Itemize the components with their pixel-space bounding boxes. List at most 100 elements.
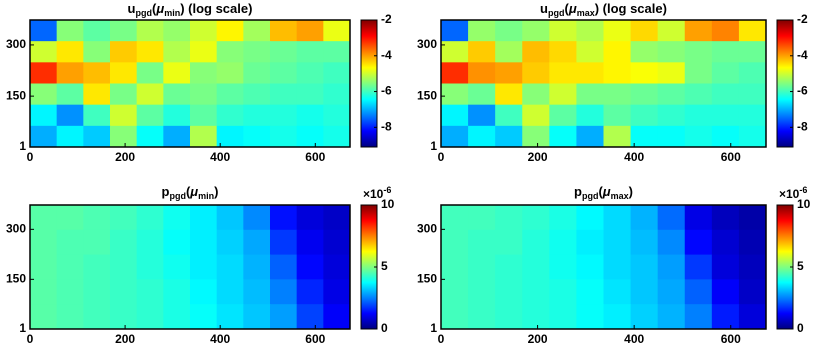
title-part: ) (log scale) [180, 1, 252, 16]
heat-cell [738, 41, 767, 63]
heat-cell [441, 304, 469, 330]
heat-cell [711, 279, 740, 305]
title-part: pgd [169, 191, 186, 201]
title-part: max [577, 8, 595, 18]
heat-cell [190, 229, 218, 256]
heat-cell [216, 205, 244, 231]
heat-cell [495, 125, 523, 148]
heat-cell [549, 229, 577, 256]
heat-cell [738, 125, 767, 148]
heat-cell [83, 104, 111, 127]
heat-cell [738, 304, 767, 330]
heat-cell [323, 304, 351, 330]
axes-frame [440, 204, 767, 330]
heat-cell [323, 254, 351, 280]
heat-cell [738, 83, 767, 106]
heat-cell [522, 125, 550, 148]
heat-cell [657, 20, 686, 42]
heat-cell [83, 279, 111, 305]
heat-cell [576, 304, 604, 330]
heat-cell [522, 83, 550, 106]
heat-cell [270, 41, 298, 63]
heat-cell [110, 104, 138, 127]
heat-cell [441, 125, 469, 148]
heat-cell [495, 83, 523, 106]
heat-cell [495, 279, 523, 305]
colorbar-tick-label: -6 [381, 84, 392, 98]
heat-cell [684, 304, 713, 330]
heat-cell [216, 20, 244, 42]
heat-cell [441, 62, 469, 84]
y-tick-label: 300 [6, 37, 26, 51]
heat-cell [657, 229, 686, 256]
heat-cell [603, 304, 632, 330]
heat-cell [603, 279, 632, 305]
heat-cell [657, 41, 686, 63]
heat-cell [110, 279, 138, 305]
heat-cell [711, 62, 740, 84]
heat-cell [163, 20, 191, 42]
heat-cell [738, 205, 767, 231]
y-tick-label: 150 [417, 88, 437, 102]
heat-cell [495, 205, 523, 231]
heat-cell [576, 229, 604, 256]
colorbar-tick-label: -6 [797, 84, 808, 98]
heat-cell [323, 125, 351, 148]
heat-cell [468, 279, 496, 305]
heat-cell [738, 229, 767, 256]
title-part: ( [152, 1, 157, 16]
y-tick-label: 1 [430, 139, 437, 153]
heat-cell [630, 254, 659, 280]
heat-cell [296, 304, 324, 330]
heat-cell [738, 20, 767, 42]
heat-cell [110, 304, 138, 330]
heat-cell [495, 41, 523, 63]
heat-cell [441, 41, 469, 63]
x-tick-label: 600 [721, 150, 741, 164]
heat-cell [738, 104, 767, 127]
heat-cell [56, 125, 84, 148]
x-tick-label: 200 [528, 150, 548, 164]
heat-cell [163, 83, 191, 106]
heat-cell [270, 205, 298, 231]
heat-cell [468, 104, 496, 127]
heat-cell [711, 304, 740, 330]
heat-cell [243, 20, 271, 42]
heat-cell [190, 20, 218, 42]
heat-cell [30, 229, 58, 256]
heat-cell [630, 41, 659, 63]
heat-cell [190, 83, 218, 106]
y-tick-label: 300 [417, 222, 437, 236]
heat-cell [56, 62, 84, 84]
heat-cell [495, 254, 523, 280]
heat-cell [56, 205, 84, 231]
heat-cell [30, 62, 58, 84]
y-tick-label: 1 [19, 321, 26, 335]
heat-cell [136, 254, 164, 280]
heat-cell [323, 20, 351, 42]
heat-cell [468, 20, 496, 42]
heat-cell [603, 20, 632, 42]
exponent-base: ×10 [363, 187, 384, 201]
title-part: pgd [548, 8, 565, 18]
heat-cell [83, 254, 111, 280]
heat-cell [684, 20, 713, 42]
heat-cell [684, 83, 713, 106]
heat-cell [576, 104, 604, 127]
x-tick-label: 400 [210, 150, 230, 164]
heat-cell [110, 205, 138, 231]
heat-cell [190, 205, 218, 231]
title-part: ( [565, 1, 570, 16]
heat-cell [684, 254, 713, 280]
heat-cell [136, 205, 164, 231]
heat-cell [549, 83, 577, 106]
heat-cell [30, 304, 58, 330]
heat-cell [522, 205, 550, 231]
heat-cell [657, 83, 686, 106]
colorbar-tick-label: 10 [797, 197, 811, 211]
heat-cell [603, 205, 632, 231]
heat-cell [684, 125, 713, 148]
heat-cell [190, 254, 218, 280]
exponent-power: -6 [383, 185, 391, 195]
